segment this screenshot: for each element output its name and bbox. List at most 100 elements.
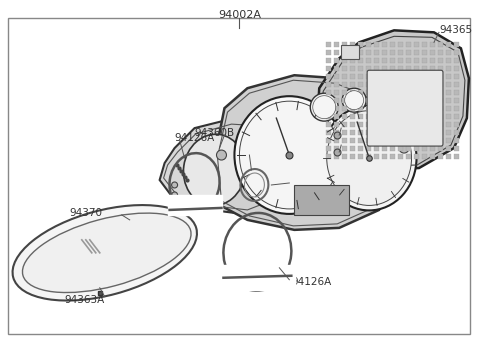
Ellipse shape — [23, 213, 191, 292]
Polygon shape — [215, 75, 404, 230]
Bar — [342, 138, 347, 143]
Bar — [334, 74, 339, 79]
Bar — [422, 50, 427, 55]
Bar — [438, 50, 443, 55]
Ellipse shape — [327, 111, 411, 206]
Bar — [350, 74, 355, 79]
Bar — [454, 50, 459, 55]
Bar — [422, 42, 427, 47]
Bar — [382, 42, 387, 47]
Bar — [446, 114, 451, 119]
Bar — [350, 50, 355, 55]
Bar — [422, 154, 427, 159]
Bar — [350, 66, 355, 71]
Bar — [326, 146, 331, 151]
Bar — [350, 90, 355, 95]
Bar — [382, 50, 387, 55]
Bar — [454, 82, 459, 87]
Bar — [406, 58, 411, 63]
Bar — [422, 66, 427, 71]
Bar — [430, 42, 435, 47]
Bar — [326, 66, 331, 71]
Text: 94126A: 94126A — [175, 133, 215, 143]
Bar — [414, 42, 419, 47]
Text: 94360B: 94360B — [194, 128, 235, 138]
Bar — [430, 154, 435, 159]
Bar — [326, 58, 331, 63]
Bar — [358, 106, 363, 111]
Bar — [430, 58, 435, 63]
Bar — [398, 66, 403, 71]
Bar — [446, 146, 451, 151]
Bar — [454, 58, 459, 63]
Polygon shape — [160, 118, 311, 215]
Ellipse shape — [216, 150, 227, 160]
Bar — [422, 58, 427, 63]
Bar — [446, 82, 451, 87]
Bar — [342, 122, 347, 127]
Ellipse shape — [322, 106, 417, 210]
Bar — [406, 66, 411, 71]
Ellipse shape — [399, 143, 409, 153]
Bar — [398, 58, 403, 63]
Bar — [366, 58, 371, 63]
Bar — [390, 42, 395, 47]
Bar — [366, 106, 371, 111]
Bar — [382, 146, 387, 151]
Bar — [390, 146, 395, 151]
Bar — [454, 74, 459, 79]
Bar — [326, 114, 331, 119]
Bar — [350, 138, 355, 143]
Bar — [326, 154, 331, 159]
Text: 94370: 94370 — [70, 208, 103, 218]
Bar — [454, 66, 459, 71]
Bar — [454, 42, 459, 47]
Bar — [414, 58, 419, 63]
Ellipse shape — [310, 93, 338, 121]
Bar — [438, 122, 443, 127]
Bar — [430, 146, 435, 151]
Bar — [454, 98, 459, 103]
Bar — [366, 50, 371, 55]
Bar — [334, 122, 339, 127]
Bar — [438, 106, 443, 111]
Bar — [294, 185, 349, 215]
Bar — [358, 82, 363, 87]
Bar — [438, 58, 443, 63]
Text: 94126A: 94126A — [244, 148, 285, 158]
Bar — [350, 98, 355, 103]
Bar — [350, 114, 355, 119]
Bar — [446, 42, 451, 47]
Bar — [326, 106, 331, 111]
Bar — [366, 82, 371, 87]
Bar — [446, 66, 451, 71]
Bar — [406, 154, 411, 159]
Bar — [390, 66, 395, 71]
Bar — [342, 98, 347, 103]
Bar — [366, 74, 371, 79]
Bar — [438, 74, 443, 79]
Bar — [374, 50, 379, 55]
Bar — [342, 114, 347, 119]
Bar — [326, 122, 331, 127]
Bar — [438, 146, 443, 151]
Ellipse shape — [183, 134, 246, 206]
Ellipse shape — [171, 192, 178, 198]
Bar — [342, 58, 347, 63]
Bar — [334, 50, 339, 55]
Bar — [350, 106, 355, 111]
Bar — [334, 98, 339, 103]
Ellipse shape — [12, 205, 197, 300]
Bar — [406, 146, 411, 151]
Bar — [438, 66, 443, 71]
Bar — [221, 265, 295, 290]
Bar — [446, 106, 451, 111]
Text: 94002A: 94002A — [218, 10, 261, 20]
Bar — [350, 122, 355, 127]
Bar — [446, 90, 451, 95]
Bar — [342, 42, 347, 47]
Text: 94369B: 94369B — [344, 121, 384, 131]
Bar — [374, 146, 379, 151]
Bar — [374, 66, 379, 71]
Bar — [350, 42, 355, 47]
